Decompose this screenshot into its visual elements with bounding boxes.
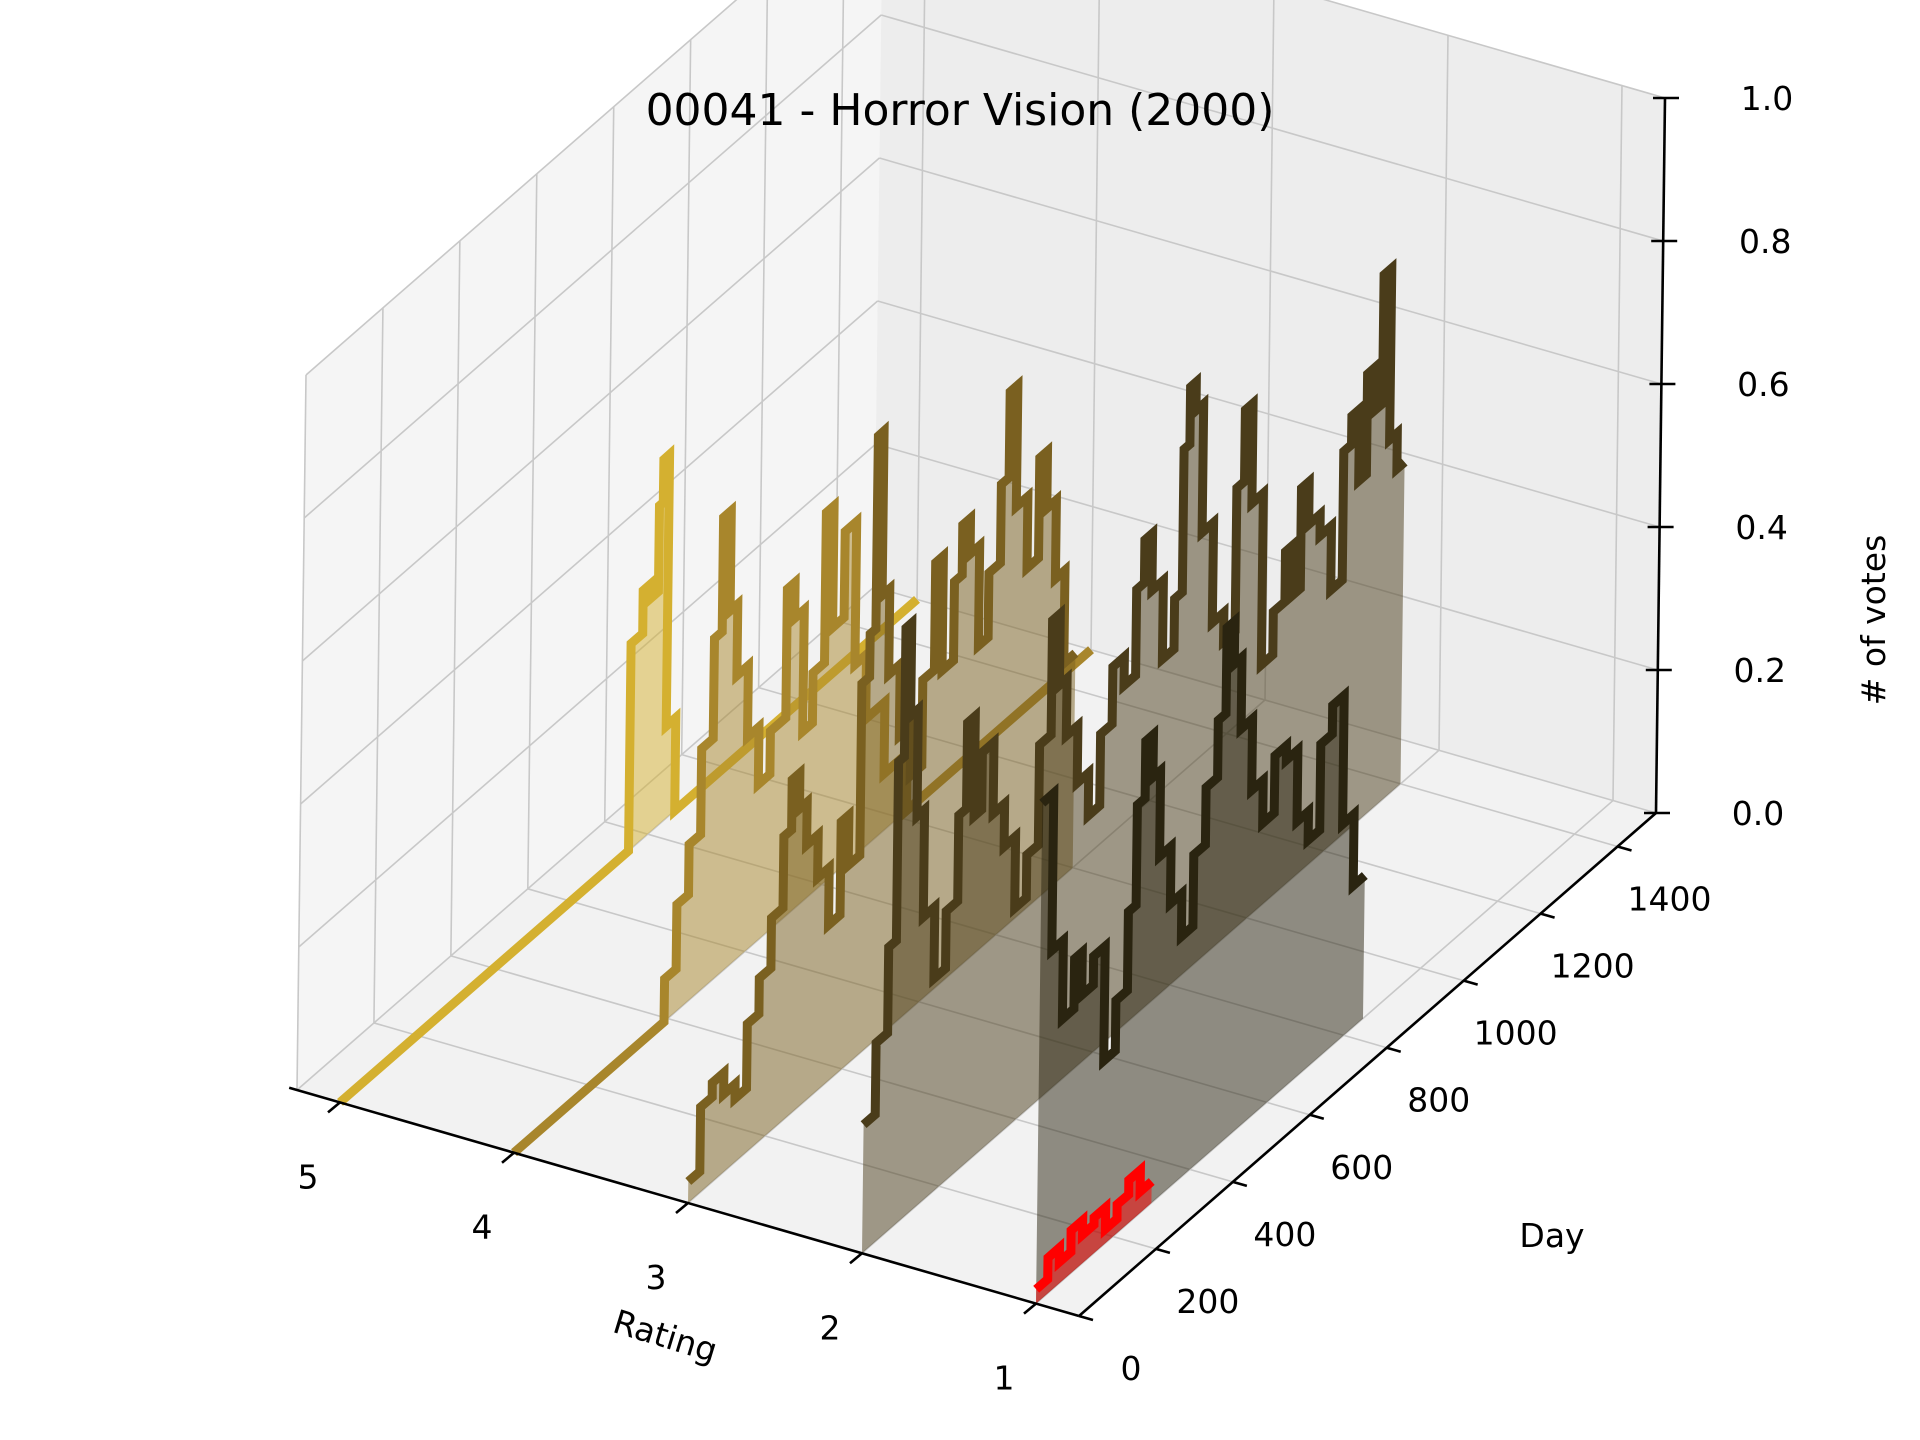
y-tick-mark <box>1386 1046 1402 1053</box>
grid-line-votes-left <box>305 0 738 376</box>
series-line <box>685 375 1079 1185</box>
grid-line-day-wall <box>373 307 384 1023</box>
x-tick-label: 4 <box>472 1208 493 1247</box>
grid-line-day-wall <box>757 0 769 688</box>
z-tick-label: 0.0 <box>1732 794 1784 833</box>
y-tick-label: 1200 <box>1551 947 1635 986</box>
grid-line-rating-wall <box>1438 35 1449 751</box>
y-axis-line <box>1078 812 1657 1317</box>
x-tick-mark <box>1023 1302 1037 1315</box>
series-line <box>511 495 1094 1157</box>
grid-line-rating-wall <box>916 0 926 600</box>
grid-line-day-wall <box>527 173 538 889</box>
y-tick-mark <box>1078 1314 1094 1322</box>
series-fill <box>862 268 1405 1254</box>
grid-line-day-wall <box>296 374 307 1091</box>
y-tick-mark <box>1309 1113 1325 1121</box>
grid-line-votes-left <box>296 586 875 1091</box>
data-series <box>337 258 1408 1304</box>
series-rating-2-3 <box>860 258 1408 1254</box>
grid-line-votes-back <box>1323 0 1666 99</box>
x-tick-mark <box>501 1151 515 1164</box>
y-tick-label: 400 <box>1253 1215 1316 1254</box>
back-pane <box>874 0 1665 813</box>
y-tick-label: 600 <box>1330 1148 1393 1187</box>
y-tick-label: 800 <box>1407 1081 1470 1120</box>
grid-line-day-wall <box>680 39 692 755</box>
x-axis-line <box>288 1086 1080 1318</box>
y-tick-label: 200 <box>1176 1282 1239 1321</box>
x-tick-label: 2 <box>819 1308 840 1347</box>
z-tick-label: 0.4 <box>1735 508 1787 547</box>
x-tick-mark <box>849 1252 863 1265</box>
x-tick-label: 3 <box>646 1258 667 1297</box>
series-line <box>1033 1160 1155 1293</box>
series-rating-5-0 <box>337 444 920 1106</box>
x-tick-label: 5 <box>298 1157 319 1196</box>
z-tick-label: 0.8 <box>1739 222 1791 261</box>
grid-line-votes-left <box>300 300 879 805</box>
series-fill <box>1036 621 1365 1304</box>
y-tick-mark <box>1540 912 1555 919</box>
series-line <box>1039 611 1368 1071</box>
series-rating-1-5 <box>1033 1160 1155 1304</box>
grid-line-votes-left <box>298 443 877 948</box>
z-axis-line <box>1654 97 1667 814</box>
y-axis-label: Day <box>1519 1216 1584 1255</box>
grid-line-day-wall <box>450 240 461 956</box>
chart-title: 00041 - Horror Vision (2000) <box>646 85 1275 136</box>
y-tick-mark <box>1463 979 1479 986</box>
grid-line-rating-wall <box>1090 0 1100 650</box>
z-tick-label: 1.0 <box>1741 79 1793 118</box>
grid-line-day-wall <box>603 106 615 822</box>
series-line <box>337 444 920 1106</box>
z-tick-label: 0.6 <box>1737 365 1789 404</box>
x-tick-mark <box>327 1101 341 1114</box>
y-tick-mark <box>1155 1247 1171 1255</box>
y-tick-label: 0 <box>1121 1349 1142 1388</box>
x-tick-mark <box>675 1202 689 1214</box>
y-tick-label: 1000 <box>1474 1014 1558 1053</box>
grid-line-votes-left <box>301 157 880 662</box>
y-tick-mark <box>1617 845 1632 852</box>
left-pane <box>297 0 882 1090</box>
y-tick-label: 1400 <box>1628 880 1712 919</box>
series-line <box>860 258 1408 1128</box>
y-tick-mark <box>1232 1180 1248 1188</box>
x-axis-label: Rating <box>609 1302 722 1370</box>
z-tick-label: 0.2 <box>1734 651 1786 690</box>
z-axis-label: # of votes <box>1854 535 1893 706</box>
grid-line-votes-left <box>303 14 882 519</box>
series-rating-1-4 <box>1036 611 1368 1304</box>
series-rating-3-2 <box>685 375 1079 1204</box>
x-tick-label: 1 <box>993 1359 1014 1398</box>
axis-lines <box>288 96 1679 1322</box>
grid-line-rating-wall <box>1612 85 1623 801</box>
